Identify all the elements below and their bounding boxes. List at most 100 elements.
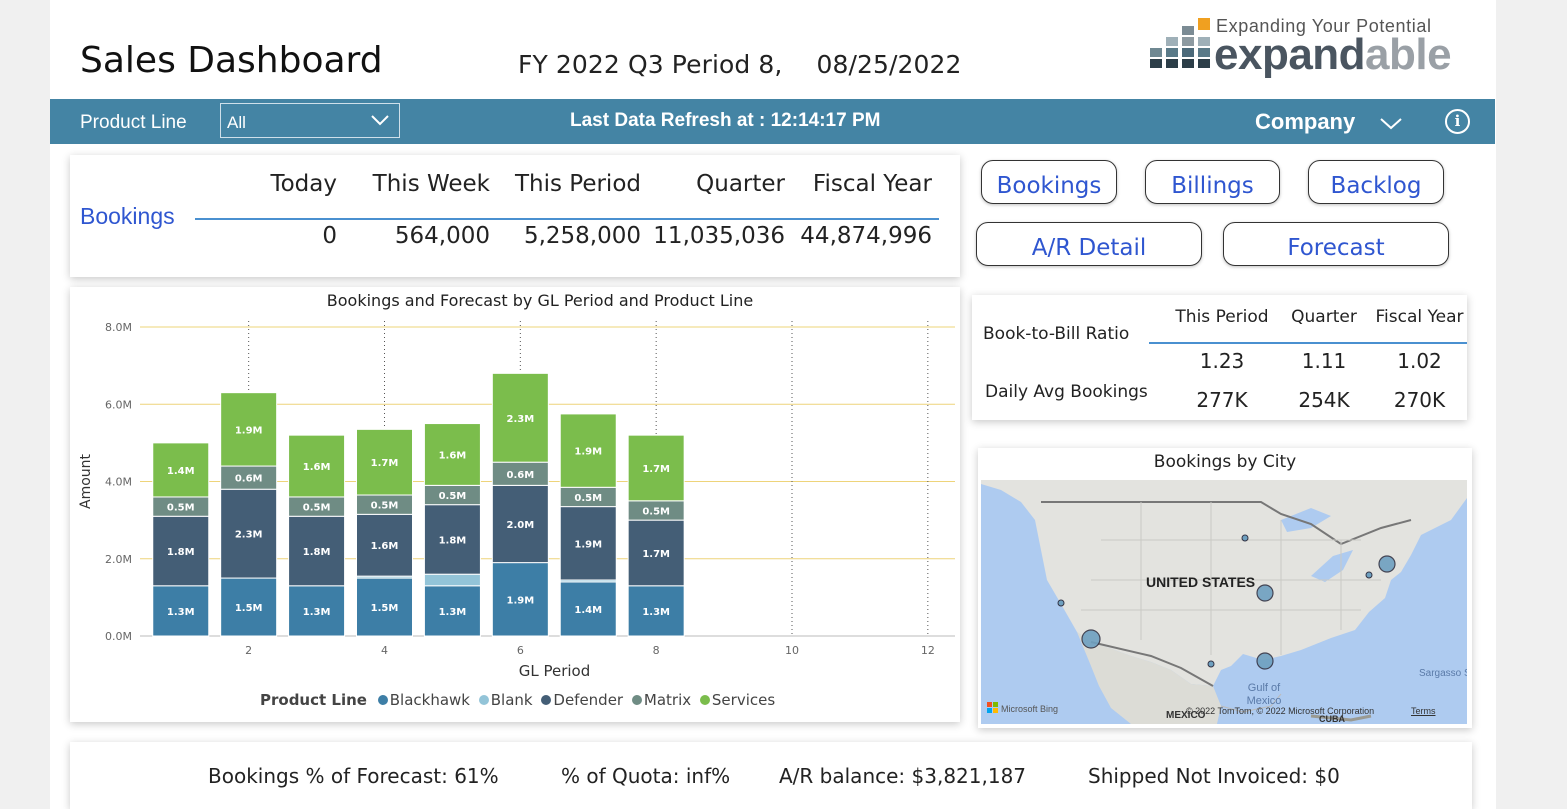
bar-segment-services <box>356 428 413 496</box>
kpi-col-fiscal-year: Fiscal Year 44,874,996 <box>800 171 932 249</box>
logo-wordmark: expandable <box>1214 30 1452 79</box>
legend-item-services[interactable]: Services <box>699 691 775 709</box>
bar-segment-defender <box>491 484 549 564</box>
bar-data-label: 1.3M <box>642 607 670 618</box>
btb-header-period: This Period <box>1175 307 1269 327</box>
bar-segment-services <box>423 423 481 486</box>
bar-segment-blackhawk <box>627 585 685 637</box>
bookings-chart: 0.0M 2.0M 4.0M 6.0M 8.0M 2 4 6 8 10 12 GL Period Amo… <box>78 321 955 680</box>
bar-data-label: 1.5M <box>235 603 263 614</box>
logo-bars-icon <box>1150 18 1210 68</box>
x-tick-label: 6 <box>517 644 524 657</box>
chart-title: Bookings and Forecast by GL Period and P… <box>326 291 754 310</box>
map-mexico-label: MEXICO <box>1166 710 1206 721</box>
bar-data-label: 0.6M <box>235 474 263 485</box>
company-chevron-down-icon[interactable] <box>1378 113 1404 133</box>
bar-data-label: 1.8M <box>303 547 331 558</box>
bookings-chart-card: Bookings and Forecast by GL Period and P… <box>70 287 960 722</box>
last-refresh-text: Last Data Refresh at : 12:14:17 PM <box>570 110 881 131</box>
info-icon[interactable]: i <box>1445 109 1470 134</box>
bar-data-label: 0.5M <box>167 503 195 514</box>
summary-card: Bookings % of Forecast: 61% % of Quota: … <box>70 742 1472 809</box>
report-date: 08/25/2022 <box>816 50 962 79</box>
legend-item-blank[interactable]: Blank <box>478 691 533 709</box>
bookings-kpi-card: Bookings Today 0 This Week 564,000 This Pe… <box>70 155 960 277</box>
bar-data-label: 1.7M <box>371 458 399 469</box>
y-tick-label: 6.0M <box>105 398 132 411</box>
bar-segment-blackhawk <box>288 585 346 637</box>
bar-segment-services <box>491 372 549 463</box>
x-tick-label: 8 <box>653 644 660 657</box>
bar-data-label: 2.3M <box>506 414 534 425</box>
y-tick-label: 4.0M <box>105 476 132 489</box>
product-line-label: Product Line <box>80 112 187 133</box>
map-cuba-label: CUBA <box>1319 714 1345 724</box>
legend-item-blackhawk[interactable]: Blackhawk <box>377 691 470 709</box>
bar-data-label: 1.9M <box>235 425 263 436</box>
bar-data-label: 1.7M <box>642 464 670 475</box>
x-tick-label: 4 <box>381 644 388 657</box>
bar-data-label: 1.6M <box>303 462 331 473</box>
map-terms-link[interactable]: Terms <box>1411 706 1436 716</box>
y-axis-title: Amount <box>78 453 94 509</box>
bar-data-label: 1.6M <box>371 541 399 552</box>
backlog-button[interactable]: Backlog <box>1308 160 1444 204</box>
x-tick-label: 10 <box>785 644 799 657</box>
bar-segment-services <box>559 413 617 488</box>
bar-segment-defender <box>356 513 413 577</box>
bar-data-label: 0.5M <box>371 501 399 512</box>
map-country-label: UNITED STATES <box>1146 574 1256 590</box>
bar-segment-services <box>627 434 685 502</box>
bar-segment-services <box>152 442 210 498</box>
btb-header-fiscal: Fiscal Year <box>1375 307 1464 327</box>
bookings-button[interactable]: Bookings <box>981 160 1117 204</box>
btb-ratio-period: 1.23 <box>1199 349 1245 373</box>
btb-divider <box>1149 342 1467 344</box>
x-tick-label: 12 <box>921 644 935 657</box>
bookings-map[interactable]: UNITED STATES Gulf of Mexico Sargasso S … <box>981 480 1467 724</box>
bar-segment-services <box>288 434 346 498</box>
bar-data-label: 1.6M <box>439 450 467 461</box>
legend-item-defender[interactable]: Defender <box>541 691 623 709</box>
ar-balance: A/R balance: $3,821,187 <box>779 764 1027 788</box>
bar-data-label: 1.3M <box>303 607 331 618</box>
product-line-value: All <box>227 113 246 132</box>
map-sargasso-label: Sargasso S <box>1419 668 1467 679</box>
legend-item-matrix[interactable]: Matrix <box>631 691 691 709</box>
bar-segment-services <box>220 392 278 467</box>
book-to-bill-label: Book-to-Bill Ratio <box>983 324 1130 344</box>
bar-data-label: 1.9M <box>574 539 602 550</box>
kpi-col-today: Today 0 <box>270 171 337 249</box>
billings-button[interactable]: Billings <box>1145 160 1280 204</box>
kpi-col-quarter: Quarter 11,035,036 <box>653 171 785 249</box>
product-line-dropdown[interactable]: All <box>220 103 400 138</box>
btb-ratio-quarter: 1.11 <box>1301 349 1347 373</box>
y-tick-label: 8.0M <box>105 321 132 334</box>
bar-data-label: 1.4M <box>167 466 195 477</box>
y-tick-label: 2.0M <box>105 553 132 566</box>
bar-segment-blackhawk <box>356 577 413 637</box>
bar-segment-defender <box>288 515 346 587</box>
period-label: FY 2022 Q3 Period 8, <box>518 50 783 79</box>
ar-detail-button[interactable]: A/R Detail <box>976 222 1202 266</box>
bar-data-label: 1.4M <box>574 605 602 616</box>
forecast-button[interactable]: Forecast <box>1223 222 1449 266</box>
legend-title: Product Line <box>260 691 367 709</box>
bookings-pct-forecast: Bookings % of Forecast: 61% <box>208 764 499 788</box>
y-tick-label: 0.0M <box>105 630 132 643</box>
bar-segment-blackhawk <box>423 585 481 637</box>
btb-header-quarter: Quarter <box>1291 307 1357 327</box>
bookings-kpi-label: Bookings <box>80 203 175 229</box>
book-to-bill-card: Book-to-Bill Ratio Daily Avg Bookings Th… <box>972 295 1467 420</box>
bar-data-label: 1.9M <box>506 595 534 606</box>
kpi-divider <box>195 218 939 220</box>
x-axis-title: GL Period <box>519 662 591 680</box>
kpi-col-period: This Period 5,258,000 <box>514 171 641 249</box>
company-selector[interactable]: Company <box>1255 109 1356 134</box>
bar-data-label: 1.5M <box>371 603 399 614</box>
btb-daily-fiscal: 270K <box>1393 388 1446 412</box>
daily-avg-label: Daily Avg Bookings <box>985 382 1148 402</box>
btb-daily-period: 277K <box>1196 388 1248 412</box>
map-copyright: © 2022 TomTom, © 2022 Microsoft Corporat… <box>1186 706 1375 716</box>
bookings-map-card: Bookings by City UNITED STATES Gulf of <box>978 448 1472 728</box>
